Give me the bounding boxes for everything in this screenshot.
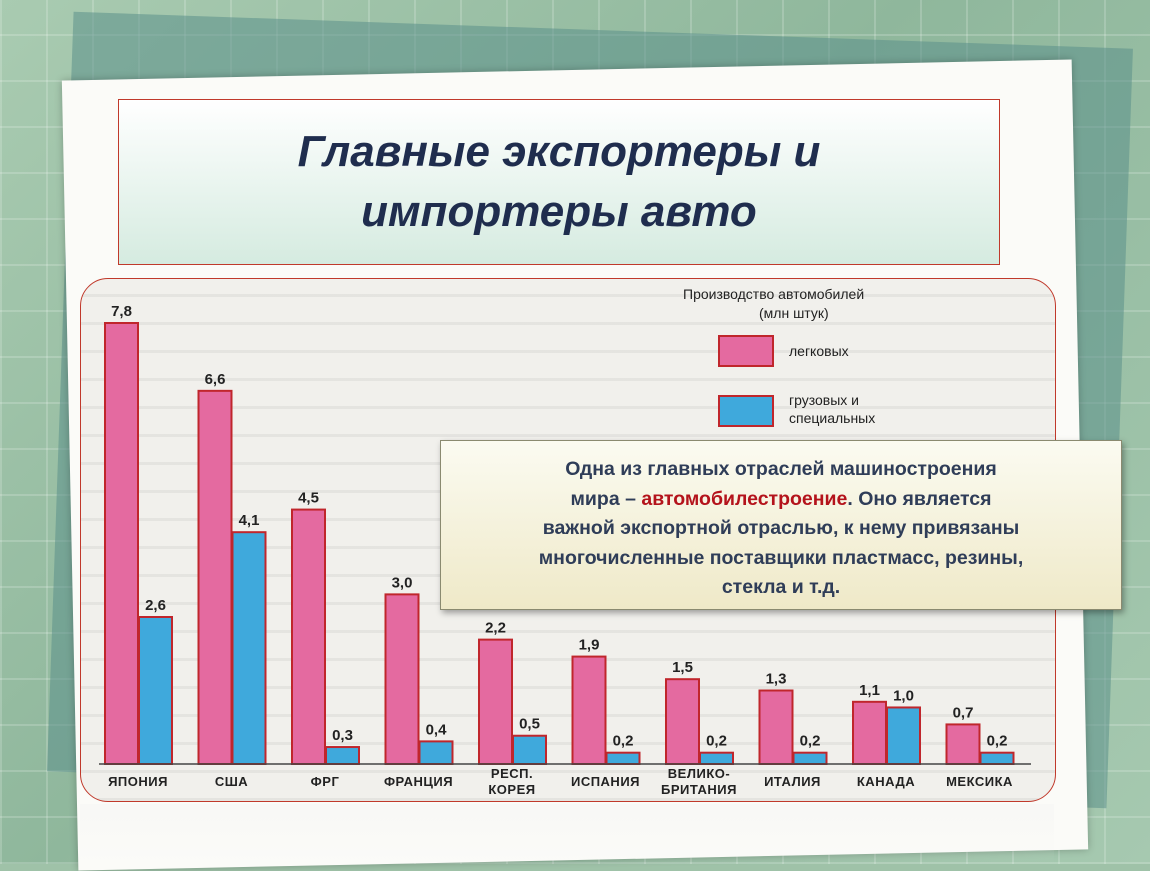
bar-cars-9 (945, 723, 981, 765)
callout-line-3: важной экспортной отраслью, к нему привя… (542, 517, 1020, 539)
category-label-9: МЕКСИКА (946, 774, 1013, 789)
bar-chart: 7,8 2,6 ЯПОНИЯ 6,6 4,1 США 4,5 0,3 ФРГ 3,0 0,4 ФРАН… (99, 286, 1031, 797)
category-label-5: ИСПАНИЯ (571, 774, 640, 789)
reflection (80, 804, 1054, 864)
bar-trucks-6 (699, 751, 734, 766)
data-label-cars-6: 1,5 (672, 659, 693, 676)
callout-line-5: стекла и т.д. (721, 576, 841, 598)
category-label-4-0: РЕСП. (491, 766, 533, 781)
data-label-trucks-8: 1,0 (893, 687, 914, 704)
callout-line-2: мира – автомобилестроение. Оно является (459, 485, 1103, 515)
data-label-trucks-7: 0,2 (800, 733, 821, 750)
callout-box: Одна из главных отраслей машиностроения … (440, 440, 1122, 610)
data-label-cars-8: 1,1 (859, 682, 880, 699)
bar-trucks-0 (138, 616, 173, 765)
data-label-trucks-4: 0,5 (519, 716, 540, 733)
category-label-6-1: БРИТАНИЯ (661, 782, 737, 797)
data-label-cars-1: 6,6 (205, 371, 226, 388)
bar-trucks-2 (325, 746, 360, 765)
data-label-trucks-0: 2,6 (145, 597, 166, 614)
title-box: Главные экспортеры и импортеры авто (118, 99, 1000, 265)
bar-cars-1 (197, 389, 233, 765)
chart-title: Производство автомобилей (683, 286, 864, 302)
bar-cars-3 (384, 593, 420, 765)
data-label-trucks-5: 0,2 (613, 733, 634, 750)
bar-cars-2 (291, 508, 326, 765)
callout-line-2-post: . Оно является (847, 487, 992, 510)
data-label-trucks-3: 0,4 (426, 721, 448, 738)
category-label-2: ФРГ (311, 774, 340, 789)
legend-swatch-cars (718, 335, 774, 367)
legend-label-trucks-0: грузовых и (789, 392, 859, 408)
bar-cars-7 (758, 689, 794, 765)
legend-swatch-trucks (718, 395, 774, 427)
data-label-trucks-6: 0,2 (706, 733, 727, 750)
callout-line-1: Одна из главных отраслей машиностроения (565, 458, 997, 480)
data-label-cars-0: 7,8 (111, 303, 132, 320)
bar-cars-0 (104, 322, 139, 765)
category-label-4-1: КОРЕЯ (488, 782, 535, 797)
chart-subtitle: (млн штук) (759, 305, 829, 321)
category-label-6-0: ВЕЛИКО- (668, 766, 730, 781)
data-label-cars-7: 1,3 (766, 671, 787, 688)
data-label-cars-4: 2,2 (485, 620, 506, 637)
legend-label-trucks-1: специальных (789, 410, 875, 426)
category-label-3: ФРАНЦИЯ (384, 774, 453, 789)
bar-trucks-7 (792, 751, 828, 766)
bar-trucks-5 (605, 751, 641, 766)
data-label-cars-9: 0,7 (953, 704, 974, 721)
data-label-cars-2: 4,5 (298, 490, 319, 507)
callout-line-2-pre: мира – (570, 487, 642, 510)
category-label-1: США (215, 774, 248, 789)
callout-highlight: автомобилестроение (641, 487, 848, 510)
category-label-7: ИТАЛИЯ (764, 774, 821, 789)
bar-trucks-1 (231, 531, 267, 765)
bar-trucks-3 (418, 740, 454, 765)
category-label-0: ЯПОНИЯ (108, 774, 168, 789)
data-label-cars-3: 3,0 (392, 574, 413, 591)
bar-cars-5 (571, 655, 607, 766)
bar-trucks-4 (512, 734, 547, 766)
page-title: Главные экспортеры и импортеры авто (297, 127, 821, 236)
bar-cars-4 (478, 638, 513, 765)
data-label-trucks-2: 0,3 (332, 727, 353, 744)
data-label-trucks-1: 4,1 (239, 512, 260, 529)
legend-label-cars: легковых (789, 343, 849, 359)
bar-cars-6 (665, 678, 700, 766)
bar-cars-8 (852, 700, 887, 765)
data-label-cars-5: 1,9 (579, 637, 600, 654)
bar-trucks-9 (979, 751, 1015, 766)
category-label-8: КАНАДА (857, 774, 915, 789)
callout-line-4: многочисленные поставщики пластмасс, рез… (538, 546, 1024, 569)
bar-trucks-8 (886, 706, 921, 766)
data-label-trucks-9: 0,2 (987, 733, 1008, 750)
